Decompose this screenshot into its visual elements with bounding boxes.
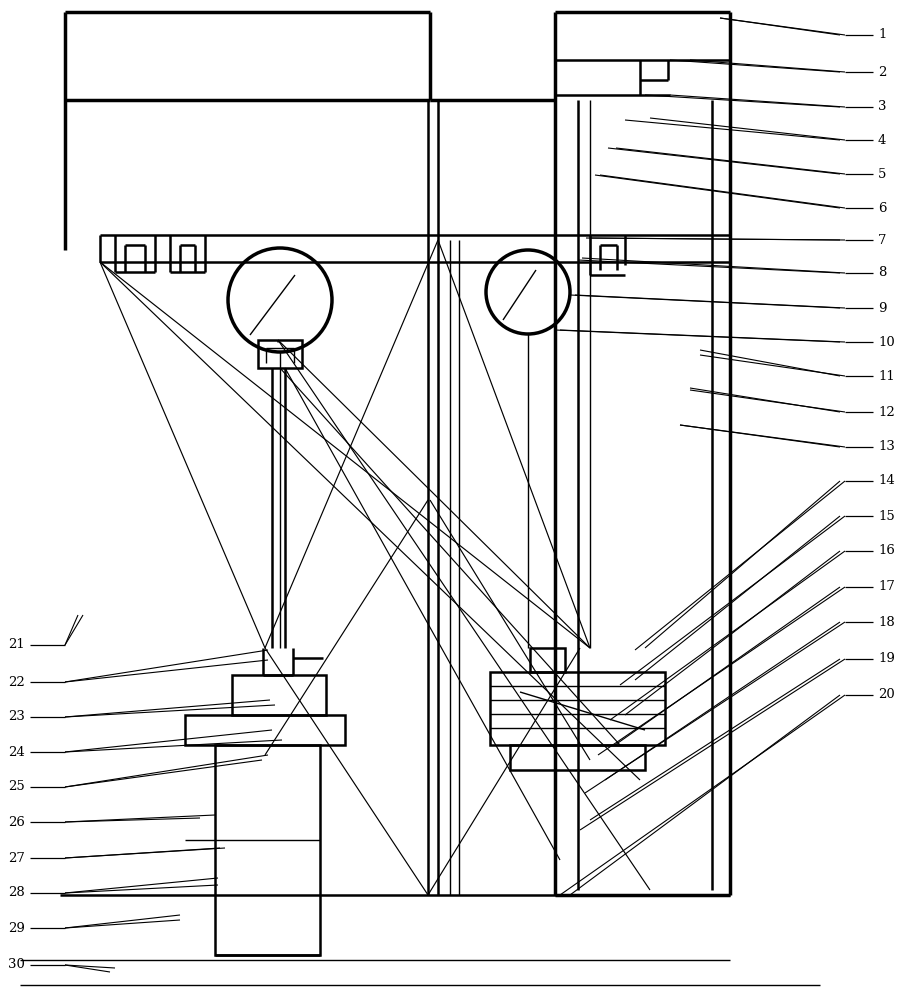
Text: 22: 22 xyxy=(8,676,25,688)
Text: 18: 18 xyxy=(878,615,894,629)
Text: 29: 29 xyxy=(8,922,25,934)
Text: 14: 14 xyxy=(878,475,894,488)
Bar xyxy=(258,340,302,368)
Text: 11: 11 xyxy=(878,369,894,382)
Text: 19: 19 xyxy=(878,652,895,666)
Text: 21: 21 xyxy=(8,639,25,652)
Text: 28: 28 xyxy=(8,886,25,900)
Bar xyxy=(215,745,320,955)
Text: 6: 6 xyxy=(878,202,886,215)
Bar xyxy=(185,715,345,745)
Text: 27: 27 xyxy=(8,852,25,864)
Text: 3: 3 xyxy=(878,101,886,113)
Text: 2: 2 xyxy=(878,66,886,79)
Text: 25: 25 xyxy=(8,780,25,794)
Text: 10: 10 xyxy=(878,336,894,349)
Text: 4: 4 xyxy=(878,133,886,146)
Text: 30: 30 xyxy=(8,958,25,972)
Bar xyxy=(530,648,565,672)
Bar xyxy=(232,675,326,715)
Text: 1: 1 xyxy=(878,28,886,41)
Text: 26: 26 xyxy=(8,816,25,828)
Text: 23: 23 xyxy=(8,710,25,724)
Bar xyxy=(510,745,645,770)
Text: 7: 7 xyxy=(878,233,886,246)
Text: 15: 15 xyxy=(878,510,894,522)
Text: 20: 20 xyxy=(878,688,894,702)
Text: 12: 12 xyxy=(878,406,894,418)
Text: 13: 13 xyxy=(878,440,895,454)
Text: 8: 8 xyxy=(878,266,886,279)
Text: 9: 9 xyxy=(878,302,886,314)
Text: 5: 5 xyxy=(878,167,886,180)
Text: 17: 17 xyxy=(878,580,895,593)
Bar xyxy=(490,672,665,745)
Text: 24: 24 xyxy=(8,746,25,758)
Text: 16: 16 xyxy=(878,544,895,558)
